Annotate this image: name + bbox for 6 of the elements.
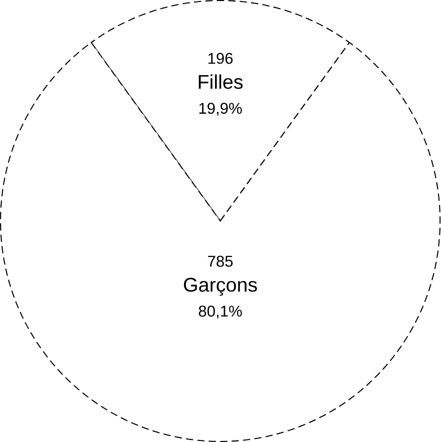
text: 19,9% xyxy=(200,102,242,116)
data-label: 785 xyxy=(208,256,233,267)
data-label: 196 xyxy=(208,52,233,64)
slice-label: Garçons xyxy=(184,278,258,296)
text: 80,1% xyxy=(199,306,242,319)
slice-label: Filles xyxy=(199,74,243,89)
